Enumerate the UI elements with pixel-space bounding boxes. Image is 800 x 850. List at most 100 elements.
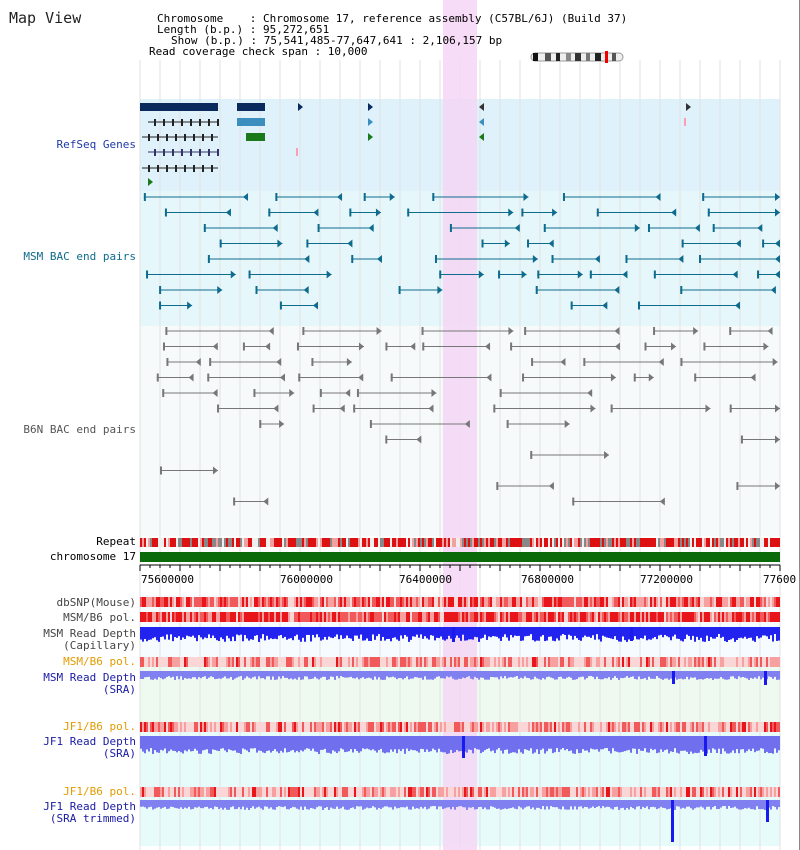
- msm-depth-capillary-bar: [666, 627, 668, 637]
- msm-depth-sra-bar: [194, 671, 196, 678]
- dbsnp-mark: [396, 597, 398, 607]
- msm-b6-pol2-mark: [542, 657, 544, 667]
- track-label-msm-b6-pol-2[interactable]: MSM/B6 pol.: [63, 655, 136, 668]
- repeat-mark: [714, 538, 716, 547]
- msm-depth-capillary-bar: [542, 627, 544, 636]
- repeat-mark: [352, 538, 354, 547]
- b6n-bac-pair-arrow: [486, 373, 492, 382]
- msm-b6-pol2-mark: [778, 657, 780, 667]
- track-label-jf1-b6-pol-1[interactable]: JF1/B6 pol.: [63, 720, 136, 733]
- jf1-b6-pol-mark: [656, 722, 658, 732]
- jf1-b6-pol2-mark: [440, 787, 442, 797]
- track-label-msm-b6-pol-1[interactable]: MSM/B6 pol.: [63, 611, 136, 624]
- jf1-b6-pol-mark: [346, 722, 348, 732]
- track-label-refseq-genes[interactable]: RefSeq Genes: [56, 138, 136, 151]
- jf1-b6-pol2-mark: [568, 787, 570, 797]
- msm-b6-pol2-mark: [366, 657, 368, 667]
- track-label-repeat[interactable]: Repeat: [96, 535, 136, 548]
- jf1-b6-pol2-mark: [204, 787, 206, 797]
- repeat-mark: [312, 538, 314, 547]
- track-label-jf1-depth-sra[interactable]: JF1 Read Depth (SRA): [43, 735, 136, 760]
- msm-depth-sra-bar: [422, 671, 424, 680]
- jf1-b6-pol-mark: [778, 722, 780, 732]
- repeat-mark: [644, 538, 646, 547]
- jf1-depth-trim-bar: [540, 800, 542, 810]
- jf1-b6-pol-mark: [316, 722, 318, 732]
- msm-depth-capillary-bar: [150, 627, 152, 640]
- msm-b6-pol-mark: [478, 612, 480, 622]
- msm-depth-sra-bar: [154, 671, 156, 679]
- track-label-b6n-bac[interactable]: B6N BAC end pairs: [23, 423, 136, 436]
- dbsnp-mark: [182, 597, 184, 607]
- dbsnp-mark: [270, 597, 272, 607]
- jf1-b6-pol2-mark: [198, 787, 200, 797]
- track-label-msm-depth-sra[interactable]: MSM Read Depth (SRA): [43, 671, 136, 696]
- jf1-depth-trim-bar: [648, 800, 650, 810]
- jf1-depth-trim-bar: [172, 800, 174, 808]
- jf1-b6-pol-mark: [490, 722, 492, 732]
- jf1-depth-trim-bar: [368, 800, 370, 809]
- msm-depth-capillary-bar: [558, 627, 560, 641]
- msm-b6-pol2-mark: [290, 657, 292, 667]
- msm-b6-pol-mark: [408, 612, 410, 622]
- repeat-mark: [658, 538, 660, 547]
- track-label-jf1-depth-trimmed[interactable]: JF1 Read Depth (SRA trimmed): [43, 800, 136, 825]
- dbsnp-mark: [714, 597, 716, 607]
- msm-b6-pol-mark: [626, 612, 628, 622]
- msm-b6-pol-mark: [372, 612, 374, 622]
- b6n-bac-pair-arrow: [564, 420, 570, 428]
- track-label-msm-bac[interactable]: MSM BAC end pairs: [23, 250, 136, 263]
- track-label-msm-depth-capillary[interactable]: MSM Read Depth (Capillary): [43, 627, 136, 652]
- jf1-depth-trim-bar: [450, 800, 452, 810]
- msm-b6-pol2-mark: [588, 657, 590, 667]
- msm-b6-pol2-mark: [568, 657, 570, 667]
- msm-depth-sra-bar: [220, 671, 222, 679]
- repeat-mark: [546, 538, 548, 547]
- repeat-mark: [740, 538, 742, 547]
- jf1-depth-sra-bar: [628, 736, 630, 750]
- msm-b6-pol-mark: [166, 612, 168, 622]
- msm-b6-pol2-mark: [460, 657, 462, 667]
- msm-b6-pol-mark: [672, 612, 674, 622]
- jf1-depth-sra-bar: [744, 736, 746, 753]
- jf1-depth-trim-bar: [162, 800, 164, 808]
- jf1-b6-pol-mark: [362, 722, 364, 732]
- repeat-mark: [446, 538, 448, 547]
- jf1-b6-pol-mark: [150, 722, 152, 732]
- msm-depth-sra-bar: [664, 671, 666, 679]
- jf1-depth-sra-bar: [390, 736, 392, 750]
- msm-depth-capillary-bar: [482, 627, 484, 638]
- dbsnp-mark: [302, 597, 304, 607]
- track-label-jf1-b6-pol-2[interactable]: JF1/B6 pol.: [63, 785, 136, 798]
- msm-depth-capillary-bar: [516, 627, 518, 637]
- msm-depth-sra-bar: [402, 671, 404, 680]
- jf1-depth-sra-bar: [294, 736, 296, 753]
- repeat-mark: [536, 538, 538, 547]
- jf1-b6-pol2-mark: [600, 787, 602, 797]
- msm-depth-sra-bar: [144, 671, 146, 678]
- msm-bac-pair-arrow: [735, 301, 741, 310]
- repeat-mark: [224, 538, 226, 547]
- jf1-b6-pol-mark: [634, 722, 636, 732]
- jf1-b6-pol2-mark: [524, 787, 526, 797]
- track-label-chromosome[interactable]: chromosome 17: [49, 550, 136, 563]
- jf1-depth-trim-bar: [726, 800, 728, 809]
- msm-b6-pol2-mark: [582, 657, 584, 667]
- msm-bac-pair-end: [275, 193, 278, 201]
- jf1-depth-sra-bar: [400, 736, 402, 752]
- b6n-bac-pair-arrow: [273, 404, 279, 413]
- msm-bac-pair-end: [207, 255, 210, 263]
- track-label-dbsnp[interactable]: dbSNP(Mouse): [56, 596, 136, 609]
- repeat-mark: [396, 538, 398, 547]
- dbsnp-mark: [694, 597, 696, 607]
- jf1-b6-pol-mark: [520, 722, 522, 732]
- jf1-depth-trim-bar: [414, 800, 416, 809]
- jf1-b6-pol2-mark: [462, 787, 464, 797]
- jf1-depth-trim-bar: [296, 800, 298, 809]
- jf1-b6-pol2-mark: [170, 787, 172, 797]
- msm-b6-pol2-mark: [702, 657, 704, 667]
- repeat-mark: [570, 538, 572, 547]
- msm-b6-pol-mark: [282, 612, 284, 622]
